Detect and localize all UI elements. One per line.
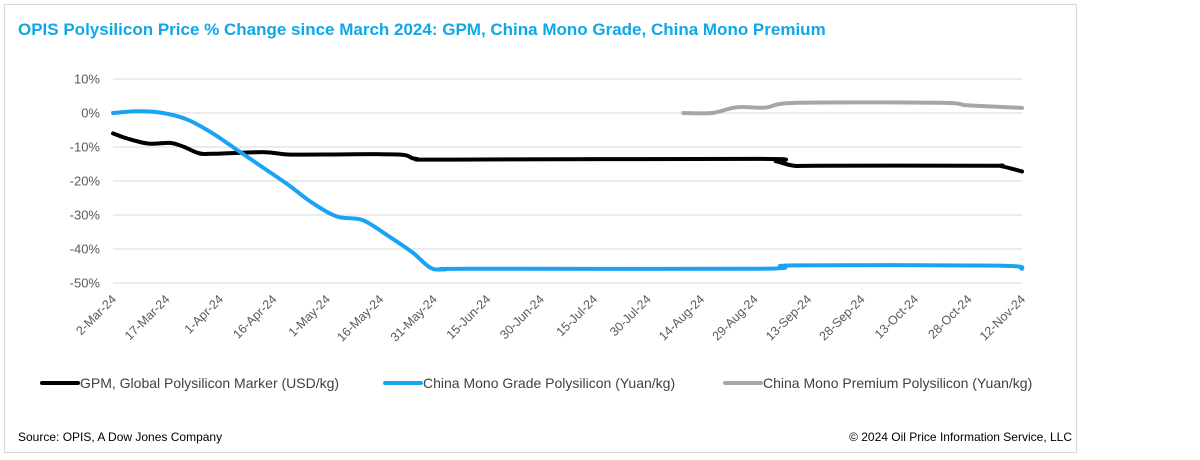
x-axis-ticks: 2-Mar-24 17-Mar-24 1-Apr-24 16-Apr-24 1-May-… [73,292,1028,344]
x-tick-label: 13-Oct-24 [872,292,921,341]
y-tick-label: -20% [70,174,101,189]
series-line-1 [111,131,1024,174]
x-tick-label: 16-May-24 [334,292,386,344]
series-line-2 [111,109,1025,272]
copyright-note: © 2024 Oil Price Information Service, LL… [849,430,1072,444]
y-tick-label: -40% [70,242,101,257]
x-tick-label: 29-Aug-24 [710,292,761,343]
y-tick-label: 0% [81,106,100,121]
legend-label-1: GPM, Global Polysilicon Marker (USD/kg) [80,375,339,391]
x-tick-label: 28-Oct-24 [925,292,974,341]
x-tick-label: 1-May-24 [286,292,333,339]
x-tick-label: 16-Apr-24 [230,292,279,341]
series-line-3 [681,100,1024,116]
legend: GPM, Global Polysilicon Marker (USD/kg) C… [40,375,1032,391]
chart-title: OPIS Polysilicon Price % Change since Ma… [18,20,826,39]
y-tick-label: -10% [70,140,101,155]
x-tick-label: 2-Mar-24 [73,292,119,338]
x-tick-label: 15-Jun-24 [444,292,494,342]
x-tick-label: 14-Aug-24 [656,292,707,343]
y-tick-label: -50% [70,276,101,291]
x-tick-label: 17-Mar-24 [122,292,173,343]
legend-label-2: China Mono Grade Polysilicon (Yuan/kg) [423,375,675,391]
x-tick-label: 30-Jul-24 [607,292,654,339]
x-tick-label: 31-May-24 [388,292,440,344]
grid-lines [113,78,1022,284]
y-tick-label: 10% [74,72,100,87]
x-tick-label: 28-Sep-24 [817,292,868,343]
x-tick-label: 13-Sep-24 [763,292,814,343]
x-tick-label: 12-Nov-24 [977,292,1028,343]
x-tick-label: 15-Jul-24 [554,292,601,339]
legend-label-3: China Mono Premium Polysilicon (Yuan/kg) [763,375,1032,391]
x-tick-label: 1-Apr-24 [182,292,226,336]
source-note: Source: OPIS, A Dow Jones Company [18,430,223,444]
x-tick-label: 30-Jun-24 [497,292,547,342]
y-axis-ticks: 10% 0% -10% -20% -30% -40% -50% [70,72,101,291]
y-tick-label: -30% [70,208,101,223]
series-lines [111,100,1025,272]
